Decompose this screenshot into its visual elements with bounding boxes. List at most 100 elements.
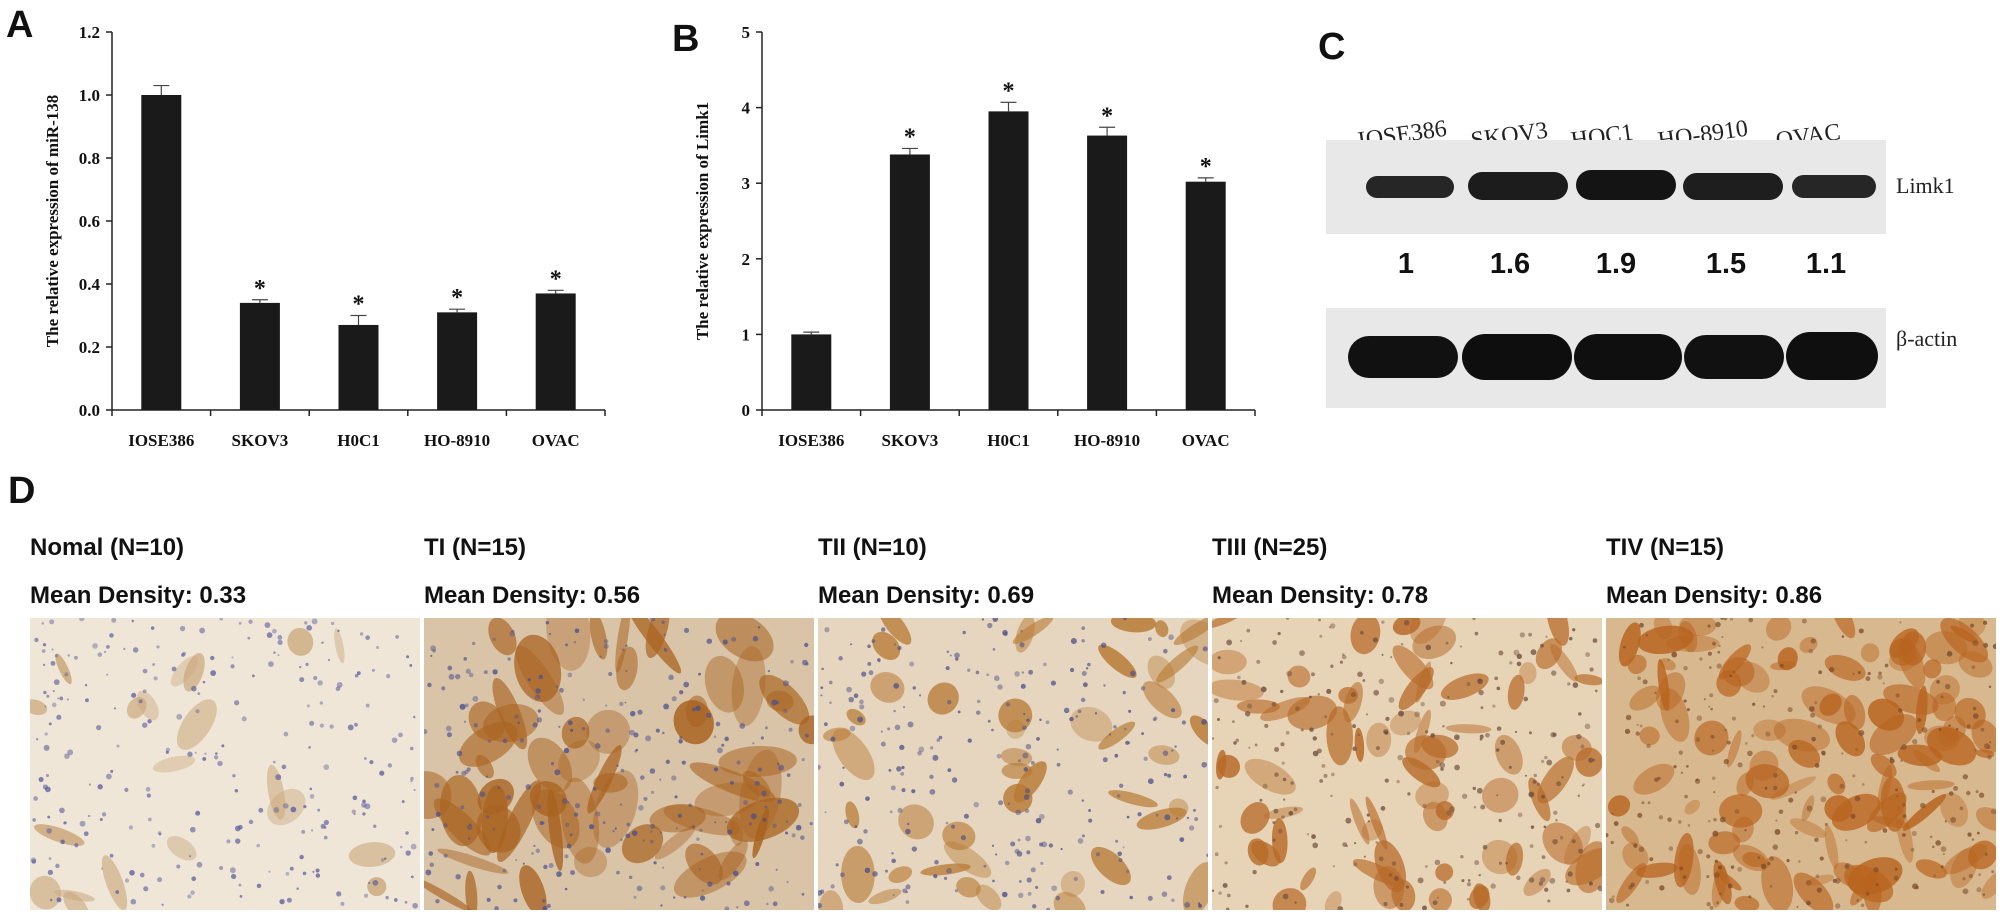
cell-nucleus [210,670,217,676]
cell-nucleus [1119,783,1124,788]
cell-nucleus [1388,873,1393,877]
cell-nucleus [893,709,896,713]
cell-nucleus [1900,759,1903,762]
cell-nucleus [905,884,911,890]
cell-nucleus [329,724,334,729]
cell-nucleus [1055,895,1061,901]
cell-nucleus [1352,724,1357,729]
cell-nucleus [435,811,441,817]
cell-nucleus [592,787,597,791]
cell-nucleus [187,751,193,757]
cell-nucleus [248,819,254,825]
cell-nucleus [308,745,311,749]
cell-nucleus [1282,798,1286,801]
cell-nucleus [1897,708,1903,713]
cell-nucleus [1420,701,1425,707]
cell-nucleus [1137,812,1142,817]
cell-nucleus [1043,662,1047,667]
cell-nucleus [1988,685,1992,689]
cell-nucleus [1272,838,1276,842]
stain-region [1937,726,1959,747]
cell-nucleus [1282,893,1289,900]
cell-nucleus [1814,837,1819,842]
cell-nucleus [800,835,805,840]
cell-nucleus [64,672,69,677]
cell-nucleus [1769,884,1773,888]
cell-nucleus [1237,675,1241,680]
cell-nucleus [165,750,169,754]
stain-region [1523,868,1551,897]
cell-nucleus [1439,762,1446,769]
bar-1 [889,154,930,410]
cell-nucleus [1899,621,1902,624]
cell-nucleus [471,641,476,646]
cell-nucleus [717,747,723,754]
cell-nucleus [1366,813,1370,817]
cell-nucleus [138,699,143,704]
cell-nucleus [954,652,960,659]
cell-nucleus [1606,832,1609,838]
cell-nucleus [995,853,998,856]
cell-nucleus [1372,637,1378,643]
stain-region [437,848,509,874]
cell-nucleus [1081,834,1085,838]
cell-nucleus [1565,880,1569,884]
cell-nucleus [1440,767,1444,771]
stain-region [1098,721,1136,750]
cell-nucleus [533,844,536,847]
stain-region [845,801,860,829]
cell-nucleus [1713,818,1717,822]
cell-nucleus [1713,790,1716,794]
cell-nucleus [1383,901,1388,907]
cell-nucleus [1424,730,1429,734]
cell-nucleus [1472,786,1476,791]
cell-nucleus [50,660,56,666]
cell-nucleus [455,673,461,680]
cell-nucleus [1625,714,1632,721]
cell-nucleus [351,809,356,814]
cell-nucleus [131,619,135,623]
cell-nucleus [1181,720,1187,725]
quant-value-4: 1.5 [1705,248,1747,280]
cell-nucleus [1309,695,1312,699]
cell-nucleus [660,904,663,907]
cell-nucleus [1709,693,1714,698]
cell-nucleus [1405,885,1409,889]
stain-region [1260,696,1311,722]
cell-nucleus [1896,795,1899,798]
cell-nucleus [1514,730,1518,734]
cell-nucleus [1218,824,1223,829]
cell-nucleus [1987,745,1991,750]
cell-nucleus [522,862,525,865]
cell-nucleus [1779,663,1784,668]
cell-nucleus [511,629,515,633]
cell-nucleus [1559,836,1564,840]
cell-nucleus [1948,724,1951,727]
bar-3 [1087,135,1128,410]
significance-star: * [353,292,365,318]
cell-nucleus [659,778,662,781]
cell-nucleus [362,799,366,804]
significance-star: * [904,124,916,150]
cell-nucleus [1045,720,1050,725]
cell-nucleus [1858,729,1865,736]
stain-region [1090,846,1131,886]
cell-nucleus [1673,764,1677,769]
cell-nucleus [801,758,805,762]
cell-nucleus [559,687,564,693]
cell-nucleus [1873,867,1879,873]
stain-region [1413,709,1431,753]
cell-nucleus [1513,649,1520,656]
cell-nucleus [1214,852,1219,857]
cell-nucleus [1391,861,1397,866]
cell-nucleus [788,727,793,732]
cell-nucleus [1171,749,1174,752]
western-blot: IOSE386 SKOV3 HOC1 HO-8910 OVAC Limk1 1 … [1320,80,2000,420]
cell-nucleus [1710,734,1715,739]
cell-nucleus [679,736,683,739]
cell-nucleus [230,664,235,669]
stain-region [1001,762,1033,779]
cell-nucleus [918,694,922,697]
cell-nucleus [44,732,48,736]
cell-nucleus [743,900,750,907]
